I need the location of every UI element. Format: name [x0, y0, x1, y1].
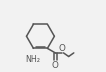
Text: O: O — [52, 61, 59, 70]
Text: O: O — [59, 44, 66, 53]
Text: NH₂: NH₂ — [25, 55, 40, 64]
